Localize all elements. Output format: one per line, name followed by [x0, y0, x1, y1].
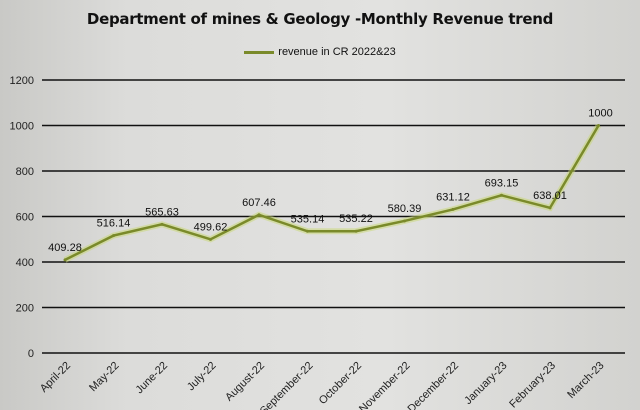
data-point [354, 229, 358, 233]
y-tick-label: 800 [16, 166, 34, 178]
x-tick-label: September-22 [258, 360, 316, 410]
x-tick-label: December-22 [406, 360, 462, 410]
y-tick-label: 1200 [10, 75, 34, 87]
chart-title: Department of mines & Geology -Monthly R… [86, 10, 554, 28]
data-label: 499.62 [194, 221, 228, 233]
data-point [548, 206, 552, 210]
x-tick-label: October-22 [317, 360, 364, 407]
data-point [403, 219, 406, 223]
data-point [597, 124, 600, 127]
data-point [112, 234, 115, 238]
legend-swatch [244, 50, 275, 54]
series-line [64, 124, 600, 262]
x-tick-label: January-23 [462, 360, 509, 407]
data-point [500, 193, 503, 197]
data-point [63, 258, 67, 262]
legend-label: revenue in CR 2022&23 [278, 46, 396, 58]
data-point [451, 207, 455, 211]
y-tick-label: 200 [16, 303, 34, 315]
data-label: 535.14 [291, 213, 325, 225]
x-tick-label: November-22 [357, 360, 413, 410]
data-label: 516.14 [97, 218, 131, 230]
x-tick-label: February-23 [507, 360, 558, 410]
data-label: 535.22 [339, 213, 373, 225]
x-tick-label: June-22 [134, 360, 171, 397]
data-point [306, 229, 309, 233]
data-label: 580.39 [388, 203, 422, 215]
data-point [257, 213, 261, 217]
y-tick-label: 600 [16, 212, 34, 224]
data-label: 409.28 [48, 242, 82, 254]
data-label: 607.46 [242, 197, 276, 209]
y-tick-label: 400 [16, 257, 34, 269]
x-tick-label: May-22 [87, 360, 121, 394]
data-label: 565.63 [145, 206, 179, 218]
data-label: 1000 [588, 108, 612, 120]
x-tick-label: July-22 [185, 360, 219, 394]
data-point [160, 222, 164, 226]
data-label: 631.12 [436, 191, 470, 203]
data-point [209, 237, 212, 241]
y-tick-label: 1000 [10, 121, 34, 133]
legend: revenue in CR 2022&23 [0, 46, 640, 58]
data-label: 693.15 [485, 177, 519, 189]
x-tick-label: April-22 [38, 360, 73, 395]
y-tick-label: 0 [28, 348, 34, 360]
series-line-glow [63, 123, 602, 263]
data-label: 638.01 [533, 190, 567, 202]
x-tick-label: August-22 [223, 360, 267, 404]
x-tick-label: March-23 [565, 360, 606, 401]
